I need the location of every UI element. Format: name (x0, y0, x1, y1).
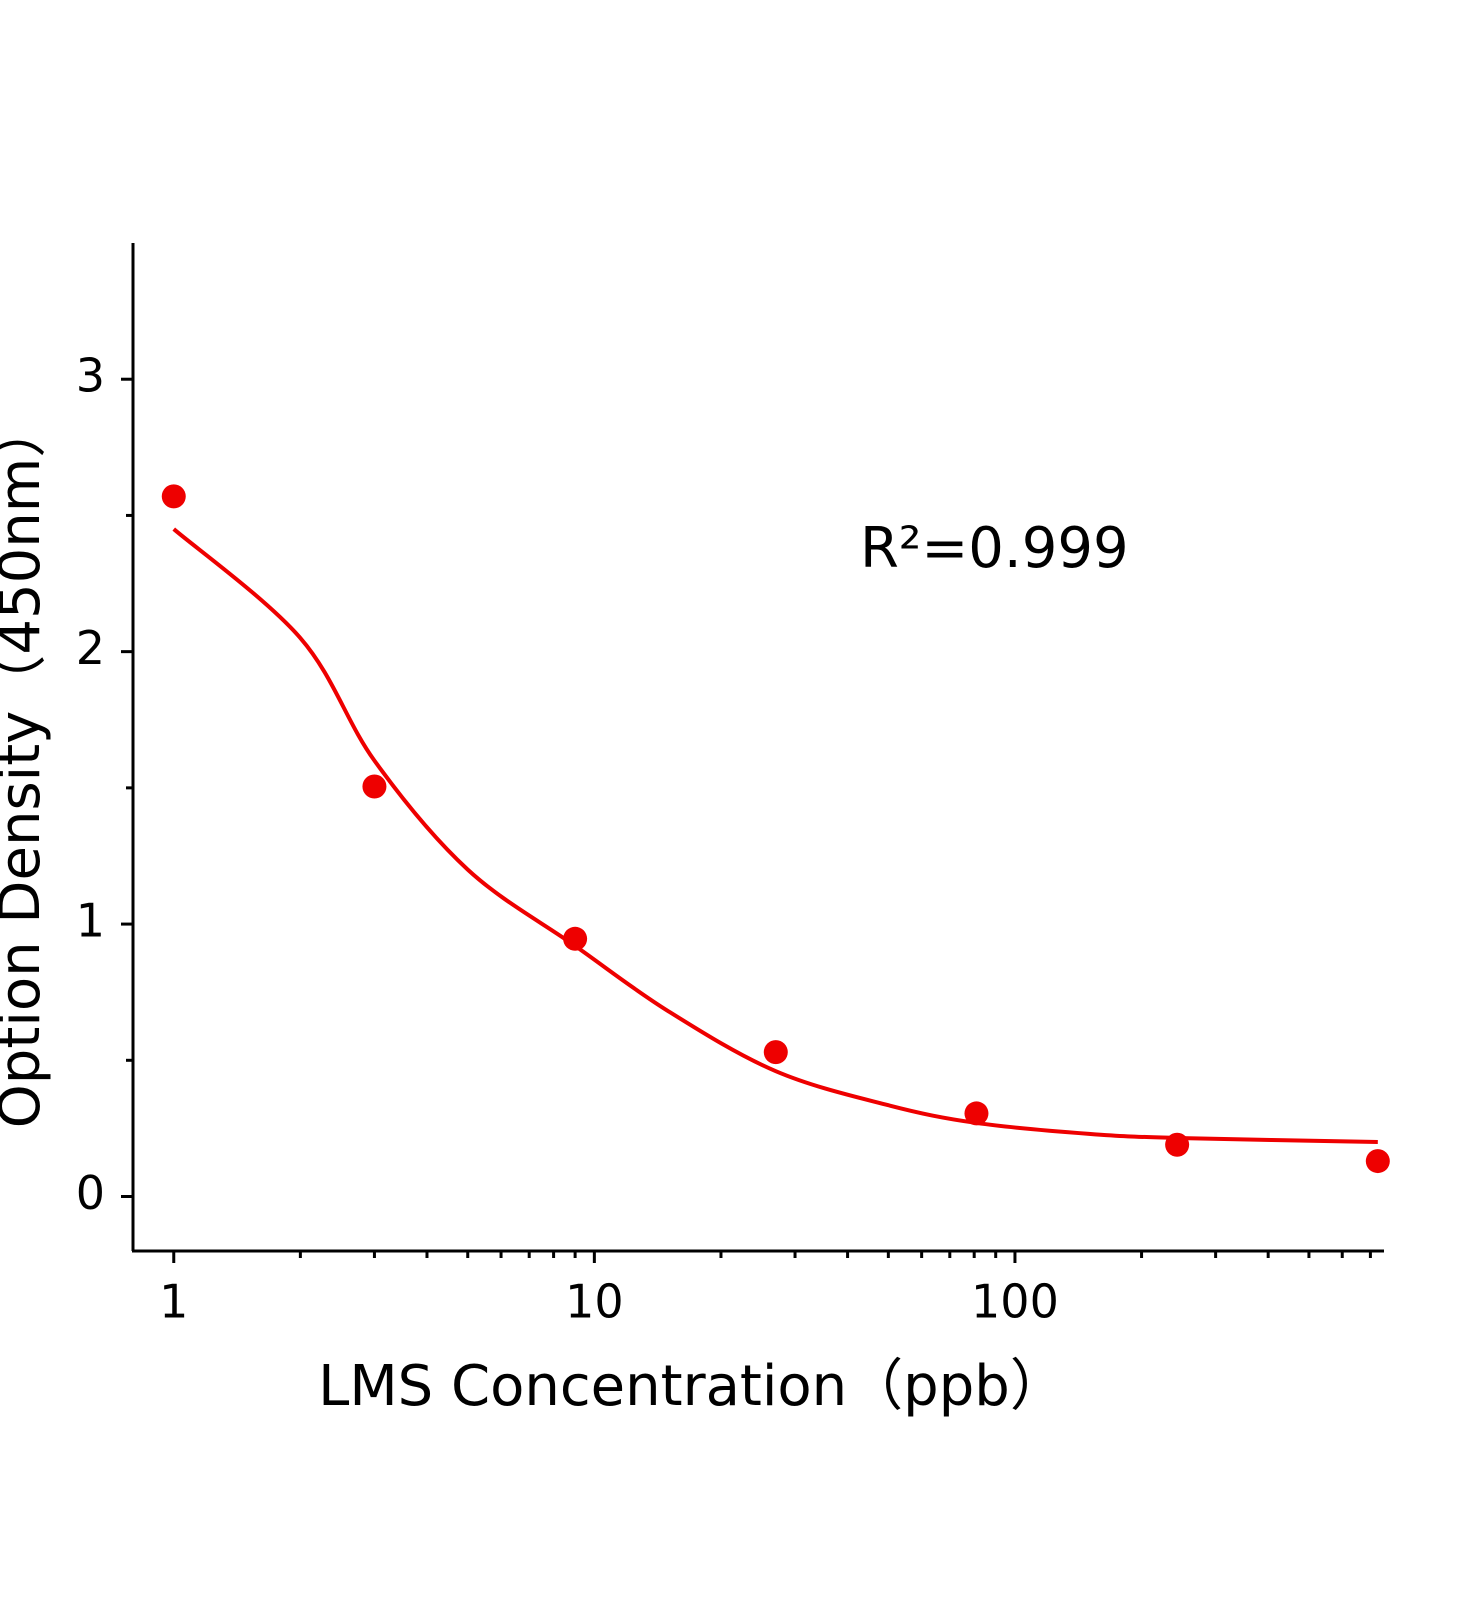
point (362, 774, 387, 799)
x-tick-label: 1 (159, 1275, 188, 1329)
point (161, 484, 186, 509)
y-tick-label: 0 (76, 1166, 105, 1220)
point (1365, 1149, 1390, 1174)
x-axis-label: LMS Concentration（ppb） (318, 1354, 1066, 1419)
y-tick-label: 3 (76, 349, 105, 403)
y-tick-label: 1 (76, 894, 105, 948)
y-tick-label: 2 (76, 621, 105, 675)
point (964, 1101, 989, 1126)
annotation: R²=0.999 (860, 516, 1129, 581)
x-tick-label: 10 (565, 1275, 624, 1329)
y-axis-label: Option Density（450nm） (0, 402, 53, 1129)
point (763, 1040, 788, 1065)
x-tick-label: 100 (971, 1275, 1059, 1329)
point (563, 926, 588, 951)
fit-curve (172, 527, 1378, 1145)
